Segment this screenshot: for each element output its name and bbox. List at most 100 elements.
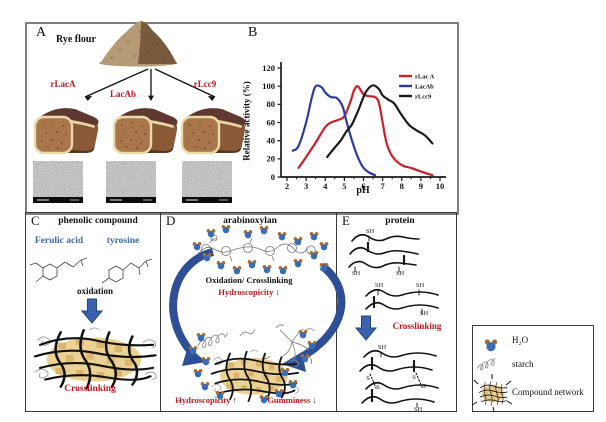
y-axis-label: Relative activity (%) bbox=[241, 81, 252, 161]
water-molecule-icon bbox=[309, 251, 319, 260]
x-tick-label: 5 bbox=[342, 181, 346, 191]
flour-pile-image bbox=[99, 21, 177, 67]
arabinoxylan-structure bbox=[197, 234, 316, 262]
water-molecule-icon bbox=[201, 357, 211, 366]
sh-group-label: SH bbox=[395, 270, 405, 277]
crosslinking-arrow-icon bbox=[355, 315, 377, 341]
bread-loaf-image bbox=[33, 106, 100, 155]
gumminess-text: Gumminess bbox=[267, 395, 311, 405]
water-molecule-icon bbox=[259, 226, 269, 235]
gumminess-down-label: Gumminess ↓ bbox=[267, 396, 316, 405]
water-molecule-icon bbox=[193, 369, 203, 378]
water-molecule-icon bbox=[309, 232, 319, 241]
legend-entry-label: rLac A bbox=[415, 73, 435, 80]
s-atom-label: S bbox=[366, 375, 370, 382]
ferulic-acid-label: Ferulic acid bbox=[34, 236, 84, 246]
treatment-arrows bbox=[84, 68, 216, 101]
oxidation-crosslinking-label: Oxidation/ Crosslinking bbox=[205, 275, 293, 285]
sh-group-label: SH bbox=[415, 282, 425, 289]
water-molecule-icon bbox=[319, 242, 329, 251]
sh-group-label: SH bbox=[377, 344, 387, 351]
water-molecule-icon bbox=[298, 330, 308, 339]
water-molecule-icon bbox=[216, 261, 226, 270]
legend-entry-label: LacAb bbox=[415, 83, 434, 90]
sem-micrograph-image bbox=[182, 161, 232, 203]
tyrosine-structure bbox=[101, 258, 153, 284]
down-arrow-glyph: ↓ bbox=[275, 287, 280, 297]
water-molecule-icon bbox=[484, 339, 498, 352]
x-tick-label: 9 bbox=[419, 181, 423, 191]
x-tick-label: 8 bbox=[400, 181, 404, 191]
water-molecule-icon bbox=[247, 260, 257, 269]
hydroscopicity-text: Hydroscopicity bbox=[218, 287, 274, 297]
sh-group-label: SH bbox=[351, 270, 361, 277]
y-tick-label: 80 bbox=[267, 99, 276, 109]
legend-label-compound-network: Compound network bbox=[512, 387, 584, 397]
x-axis-label: pH bbox=[356, 185, 370, 196]
treatment-label-rlcc9: rLcc9 bbox=[193, 79, 217, 89]
water-molecule-icon bbox=[206, 229, 216, 238]
s-atom-label: S bbox=[422, 383, 426, 390]
legend-label-starch: starch bbox=[512, 359, 534, 369]
sh-group-label: SH bbox=[419, 310, 429, 317]
panel-ab-box bbox=[25, 22, 459, 215]
water-molecule-icon bbox=[293, 259, 303, 268]
panel-d-title: arabinoxylan bbox=[223, 216, 277, 226]
hydroscopicity-down-label: Hydroscopicity ↓ bbox=[218, 288, 279, 297]
water-molecule-icon bbox=[243, 230, 253, 239]
panel-c-letter: C bbox=[31, 213, 40, 228]
sh-group-label: SH bbox=[374, 282, 384, 289]
oxidation-label: oxidation bbox=[76, 286, 114, 296]
y-tick-label: 100 bbox=[262, 81, 275, 91]
crosslinking-label-c: Crosslinking bbox=[64, 384, 116, 394]
x-tick-label: 3 bbox=[304, 181, 308, 191]
x-tick-label: 4 bbox=[323, 181, 328, 191]
ph-activity-chart: 0 20 40 60 80 100 120 2 3 4 5 6 7 8 9 10 rLac A LacAb rLcc… bbox=[262, 62, 446, 191]
cycle-arrow-left bbox=[169, 248, 215, 366]
panel-e-title: protein bbox=[385, 216, 415, 226]
s-atom-label: S bbox=[376, 384, 380, 391]
s-atom-label: S bbox=[412, 374, 416, 381]
oxidation-arrow-icon bbox=[81, 298, 103, 324]
protein-chains-crosslinked bbox=[359, 349, 439, 408]
series-line-lacab bbox=[291, 84, 377, 177]
water-molecule-icon bbox=[262, 265, 272, 274]
panel-d-letter: D bbox=[166, 213, 176, 228]
down-arrow-glyph: ↓ bbox=[312, 395, 317, 405]
legend-entry-label: rLcc9 bbox=[415, 93, 432, 100]
sh-group-label: SH bbox=[365, 228, 375, 235]
y-tick-label: 20 bbox=[267, 154, 276, 164]
compound-network-image bbox=[33, 326, 158, 391]
water-molecule-icon bbox=[232, 266, 242, 275]
y-tick-label: 40 bbox=[267, 135, 276, 145]
starch-icon bbox=[476, 357, 496, 371]
water-molecule-icon bbox=[192, 242, 202, 251]
water-molecule-icon bbox=[278, 266, 288, 275]
legend-label-h2o: H₂O bbox=[512, 335, 529, 345]
treatment-label-lacab: LacAb bbox=[109, 89, 137, 99]
bread-loaf-image bbox=[112, 106, 179, 155]
starch-strands bbox=[197, 324, 315, 365]
x-tick-label: 10 bbox=[436, 181, 445, 191]
y-tick-label: 0 bbox=[271, 172, 275, 182]
series-line-rlcc9 bbox=[326, 84, 434, 159]
bread-loaf-image bbox=[180, 106, 247, 155]
hydroscopicity-text: Hydroscopicity bbox=[175, 395, 231, 405]
sem-micrograph-image bbox=[106, 161, 156, 203]
panel-a-letter: A bbox=[36, 25, 47, 40]
x-tick-label: 7 bbox=[381, 181, 386, 191]
y-tick-label: 60 bbox=[267, 117, 276, 127]
sem-micrograph-image bbox=[33, 161, 83, 203]
ferulic-acid-structure bbox=[29, 257, 88, 283]
tyrosine-label: tyrosine bbox=[106, 236, 140, 246]
x-tick-label: 2 bbox=[285, 181, 289, 191]
water-molecule-icon bbox=[277, 232, 287, 241]
treatment-label-rlaca: rLacA bbox=[50, 79, 76, 89]
crosslinking-label-e: Crosslinking bbox=[392, 321, 442, 331]
up-arrow-glyph: ↑ bbox=[232, 395, 237, 405]
hydroscopicity-up-label: Hydroscopicity ↑ bbox=[175, 396, 236, 405]
rye-flour-label: Rye flour bbox=[56, 34, 96, 45]
protein-chains-unfolded bbox=[365, 288, 439, 315]
